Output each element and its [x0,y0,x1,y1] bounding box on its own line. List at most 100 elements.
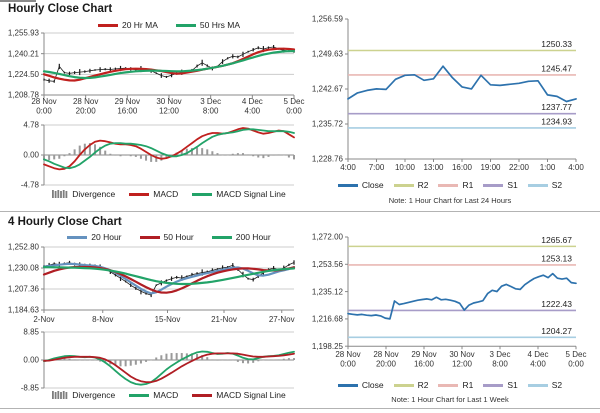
svg-text:22:00: 22:00 [509,163,530,172]
legend-item-divergence: Divergence [52,390,115,400]
50-hour-line-icon [139,235,160,239]
legend-label: S2 [551,380,563,390]
svg-text:1265.67: 1265.67 [541,235,572,245]
svg-text:1,224.50: 1,224.50 [8,70,40,79]
svg-text:29 Nov: 29 Nov [115,97,140,106]
weekly-pivot-chart: 1,272.00 1,253.56 1,235.12 1,216.68 1,198.25… [312,233,587,369]
legend-item-macd: MACD [129,390,178,400]
legend-label: Close [361,380,384,390]
svg-text:1204.27: 1204.27 [541,326,572,336]
svg-text:12:00: 12:00 [159,107,180,116]
legend-label: S1 [507,180,518,190]
svg-text:1,272.00: 1,272.00 [312,233,344,242]
svg-text:1,208.78: 1,208.78 [8,91,40,100]
legend-item-20-hour: 20 Hour [67,232,122,242]
svg-text:4:00: 4:00 [245,107,261,116]
svg-text:4:00: 4:00 [568,163,584,172]
svg-text:1,230.08: 1,230.08 [8,264,40,273]
svg-text:15-Nov: 15-Nov [155,315,181,324]
hourly-macd-chart: 4.78 0.00 -4.78 [21,121,295,190]
svg-text:30 Nov: 30 Nov [449,350,474,359]
20-hr-ma-line-icon [97,23,118,27]
legend-label: MACD [153,189,179,199]
hourly-pivot-legend: Close R2 R1 S1 S2 [324,180,576,190]
svg-text:1245.47: 1245.47 [541,63,572,73]
legend-label: R1 [462,380,474,390]
macd-signal-line-line-icon [192,192,213,196]
divergence-bars-icon [52,190,68,198]
svg-text:1,207.36: 1,207.36 [8,285,40,294]
svg-text:28 Nov: 28 Nov [31,97,56,106]
svg-text:0.00: 0.00 [23,356,39,365]
svg-text:1,235.72: 1,235.72 [312,120,344,129]
svg-text:19:00: 19:00 [480,163,501,172]
svg-text:7:00: 7:00 [369,163,385,172]
legend-item-divergence: Divergence [52,189,115,199]
svg-text:1,242.67: 1,242.67 [312,85,344,94]
svg-text:27-Nov: 27-Nov [269,315,295,324]
svg-text:12:00: 12:00 [452,360,473,369]
hourly-chart-title: Hourly Close Chart [8,3,113,15]
four-hourly-price-legend: 20 Hour 50 Hour 200 Hour [44,232,294,242]
svg-text:0:00: 0:00 [568,360,584,369]
legend-item-s1: S1 [483,380,518,390]
svg-text:1237.77: 1237.77 [541,102,572,112]
50-hrs-ma-line-icon [175,23,196,27]
corner-border-line [0,0,36,2]
four-hourly-price-chart: 1,252.80 1,230.08 1,207.36 1,184.632-Nov 8-N… [8,243,296,324]
legend-label: 50 Hrs MA [199,20,241,30]
legend-label: 200 Hour [235,232,271,242]
svg-text:3 Dec: 3 Dec [200,97,221,106]
legend-item-20-hr-ma: 20 Hr MA [97,20,158,30]
legend-label: 20 Hr MA [121,20,158,30]
svg-text:28 Nov: 28 Nov [73,97,98,106]
hourly-price-legend: 20 Hr MA 50 Hrs MA [44,20,294,30]
legend-item-50-hrs-ma: 50 Hrs MA [175,20,241,30]
svg-text:5 Dec: 5 Dec [566,350,587,359]
legend-label: MACD [153,390,179,400]
svg-text:1,240.21: 1,240.21 [8,49,40,58]
s1-line-icon [483,383,504,387]
legend-label: Divergence [72,189,116,199]
svg-text:4 Dec: 4 Dec [242,97,263,106]
legend-label: MACD Signal Line [216,189,286,199]
svg-text:8:00: 8:00 [203,107,219,116]
svg-text:16:00: 16:00 [452,163,473,172]
svg-text:4:00: 4:00 [340,163,356,172]
r2-line-icon [393,183,414,187]
svg-text:28 Nov: 28 Nov [373,350,398,359]
svg-text:28 Nov: 28 Nov [335,350,360,359]
svg-text:10:00: 10:00 [395,163,416,172]
svg-text:4 Dec: 4 Dec [528,350,549,359]
200-hour-line-icon [211,235,232,239]
svg-text:0:00: 0:00 [286,107,302,116]
svg-text:0.00: 0.00 [23,151,39,160]
svg-text:30 Nov: 30 Nov [156,97,181,106]
svg-text:4:00: 4:00 [530,360,546,369]
svg-text:1,235.12: 1,235.12 [312,287,344,296]
legend-label: 50 Hour [163,232,194,242]
s1-line-icon [483,183,504,187]
legend-label: S1 [507,380,518,390]
divergence-bars-icon [52,391,68,399]
legend-item-close: Close [337,180,384,190]
svg-text:4.78: 4.78 [23,121,39,130]
svg-text:1234.93: 1234.93 [541,116,572,126]
svg-text:1,184.63: 1,184.63 [8,306,40,315]
legend-label: R2 [417,180,429,190]
svg-text:20:00: 20:00 [376,360,397,369]
svg-text:1222.43: 1222.43 [541,299,572,309]
svg-text:21-Nov: 21-Nov [211,315,237,324]
legend-label: S2 [551,180,563,190]
legend-label: MACD Signal Line [216,390,286,400]
svg-text:20:00: 20:00 [76,107,97,116]
svg-text:16:00: 16:00 [414,360,435,369]
svg-text:1:00: 1:00 [540,163,556,172]
s2-line-icon [527,383,548,387]
svg-text:1,228.76: 1,228.76 [312,155,344,164]
legend-label: R2 [417,380,429,390]
section-divider [0,211,600,212]
svg-text:1,253.56: 1,253.56 [312,260,344,269]
r2-line-icon [393,383,414,387]
svg-text:3 Dec: 3 Dec [490,350,511,359]
